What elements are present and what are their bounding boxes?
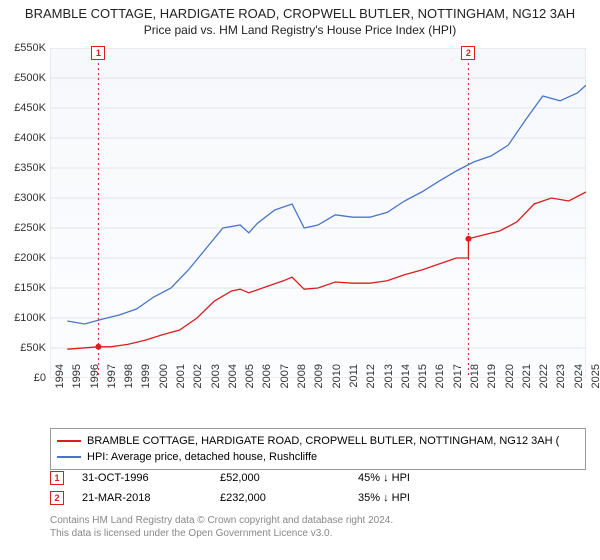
x-axis-label: 2016 bbox=[434, 364, 446, 404]
x-axis-label: 1996 bbox=[89, 364, 101, 404]
x-axis-label: 2008 bbox=[296, 364, 308, 404]
marker-table-row: 2 21-MAR-2018 £232,000 35% ↓ HPI bbox=[50, 488, 586, 508]
x-axis-label: 2006 bbox=[261, 364, 273, 404]
marker-price: £52,000 bbox=[220, 472, 340, 484]
marker-price: £232,000 bbox=[220, 492, 340, 504]
x-axis-label: 2011 bbox=[348, 364, 360, 404]
chart-title: BRAMBLE COTTAGE, HARDIGATE ROAD, CROPWEL… bbox=[0, 0, 600, 21]
x-axis-label: 2003 bbox=[210, 364, 222, 404]
y-axis-label: £350K bbox=[4, 162, 46, 174]
x-axis-label: 2023 bbox=[555, 364, 567, 404]
y-axis-label: £500K bbox=[4, 72, 46, 84]
y-axis-label: £0 bbox=[4, 372, 46, 384]
y-axis-label: £50K bbox=[4, 342, 46, 354]
y-axis-label: £300K bbox=[4, 192, 46, 204]
attribution-line: This data is licensed under the Open Gov… bbox=[50, 527, 586, 540]
x-axis-label: 1994 bbox=[54, 364, 66, 404]
marker-delta: 35% ↓ HPI bbox=[358, 492, 478, 504]
chart-subtitle: Price paid vs. HM Land Registry's House … bbox=[0, 21, 600, 37]
x-axis-label: 2001 bbox=[175, 364, 187, 404]
x-axis-label: 2004 bbox=[227, 364, 239, 404]
x-axis-label: 2000 bbox=[158, 364, 170, 404]
y-axis-label: £100K bbox=[4, 312, 46, 324]
legend: BRAMBLE COTTAGE, HARDIGATE ROAD, CROPWEL… bbox=[50, 428, 586, 470]
marker-id-badge: 1 bbox=[50, 471, 64, 485]
legend-swatch bbox=[57, 456, 81, 458]
marker-table: 1 31-OCT-1996 £52,000 45% ↓ HPI 2 21-MAR-2018… bbox=[50, 468, 586, 508]
x-axis-label: 2007 bbox=[279, 364, 291, 404]
x-axis-label: 2015 bbox=[417, 364, 429, 404]
x-axis-label: 2012 bbox=[365, 364, 377, 404]
x-axis-label: 2018 bbox=[469, 364, 481, 404]
attribution: Contains HM Land Registry data © Crown c… bbox=[50, 514, 586, 540]
x-axis-label: 1999 bbox=[140, 364, 152, 404]
x-axis-label: 2019 bbox=[486, 364, 498, 404]
legend-label: BRAMBLE COTTAGE, HARDIGATE ROAD, CROPWEL… bbox=[87, 435, 559, 447]
attribution-line: Contains HM Land Registry data © Crown c… bbox=[50, 514, 586, 527]
y-axis-label: £200K bbox=[4, 252, 46, 264]
y-axis-label: £400K bbox=[4, 132, 46, 144]
x-axis-label: 1997 bbox=[106, 364, 118, 404]
marker-date: 21-MAR-2018 bbox=[82, 492, 202, 504]
chart-svg bbox=[50, 48, 586, 378]
y-axis-label: £250K bbox=[4, 222, 46, 234]
y-axis-label: £150K bbox=[4, 282, 46, 294]
x-axis-label: 2009 bbox=[313, 364, 325, 404]
legend-label: HPI: Average price, detached house, Rush… bbox=[87, 451, 317, 463]
x-axis-label: 2024 bbox=[573, 364, 585, 404]
x-axis-label: 2005 bbox=[244, 364, 256, 404]
legend-item: HPI: Average price, detached house, Rush… bbox=[57, 449, 579, 465]
x-axis-label: 1995 bbox=[71, 364, 83, 404]
x-axis-label: 2021 bbox=[521, 364, 533, 404]
chart-container: BRAMBLE COTTAGE, HARDIGATE ROAD, CROPWEL… bbox=[0, 0, 600, 560]
plot-area bbox=[50, 48, 586, 378]
marker-table-row: 1 31-OCT-1996 £52,000 45% ↓ HPI bbox=[50, 468, 586, 488]
marker-id-badge: 2 bbox=[50, 491, 64, 505]
x-axis-label: 2017 bbox=[452, 364, 464, 404]
event-marker-badge: 2 bbox=[461, 46, 475, 60]
x-axis-label: 2002 bbox=[192, 364, 204, 404]
x-axis-label: 2022 bbox=[538, 364, 550, 404]
y-axis-label: £450K bbox=[4, 102, 46, 114]
x-axis-label: 2020 bbox=[504, 364, 516, 404]
marker-delta: 45% ↓ HPI bbox=[358, 472, 478, 484]
marker-date: 31-OCT-1996 bbox=[82, 472, 202, 484]
y-axis-label: £550K bbox=[4, 42, 46, 54]
x-axis-label: 2014 bbox=[400, 364, 412, 404]
legend-swatch bbox=[57, 440, 81, 442]
event-marker-badge: 1 bbox=[91, 46, 105, 60]
x-axis-label: 2013 bbox=[383, 364, 395, 404]
x-axis-label: 2025 bbox=[590, 364, 600, 404]
x-axis-label: 2010 bbox=[331, 364, 343, 404]
x-axis-label: 1998 bbox=[123, 364, 135, 404]
legend-item: BRAMBLE COTTAGE, HARDIGATE ROAD, CROPWEL… bbox=[57, 433, 579, 449]
